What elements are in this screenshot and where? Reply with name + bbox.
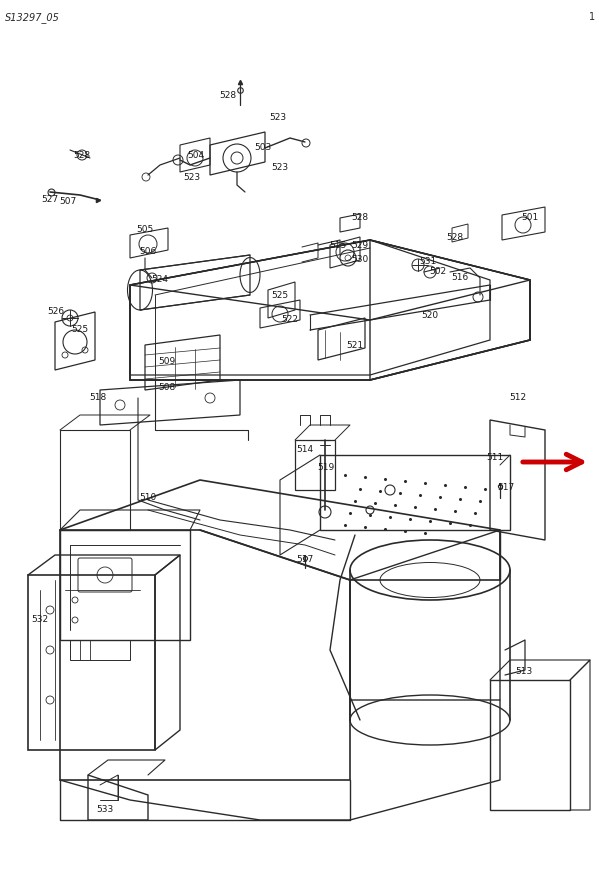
Text: 521: 521 [346,341,364,350]
Text: 525: 525 [71,325,89,335]
Text: 525: 525 [271,290,289,300]
Text: 524: 524 [151,275,169,285]
Text: 516: 516 [451,274,469,282]
Text: 529: 529 [352,240,368,249]
Text: 513: 513 [515,668,533,676]
Text: 523: 523 [184,174,200,183]
Text: 517: 517 [296,556,314,565]
Text: 512: 512 [509,393,527,403]
Text: 507: 507 [59,198,77,206]
Text: 509: 509 [158,357,176,366]
Text: 510: 510 [139,494,157,503]
Text: 508: 508 [158,384,176,392]
Text: 506: 506 [139,247,157,256]
Text: 531: 531 [419,258,437,267]
Text: 504: 504 [187,150,205,159]
Text: 528: 528 [446,233,464,242]
Text: 526: 526 [47,308,65,316]
Text: 519: 519 [317,463,335,473]
Text: 517: 517 [497,483,515,493]
Text: 527: 527 [41,196,59,205]
Text: 528: 528 [220,91,236,100]
Text: 501: 501 [521,213,539,223]
Text: S13297_05: S13297_05 [5,12,60,23]
Text: 520: 520 [421,310,439,320]
Text: 518: 518 [89,393,107,403]
Text: 503: 503 [254,143,272,152]
Text: 511: 511 [487,454,503,462]
Text: 1: 1 [589,12,595,22]
Text: 523: 523 [271,163,289,172]
Text: 514: 514 [296,446,314,454]
Text: 515: 515 [329,240,347,249]
Text: 502: 502 [430,267,446,276]
Text: 533: 533 [97,806,113,815]
Text: 528: 528 [352,213,368,223]
Text: 522: 522 [281,316,299,324]
Text: 505: 505 [136,225,154,234]
Text: 530: 530 [352,255,368,265]
Text: 532: 532 [31,615,49,625]
Text: 528: 528 [73,150,91,159]
Text: 523: 523 [269,114,287,122]
